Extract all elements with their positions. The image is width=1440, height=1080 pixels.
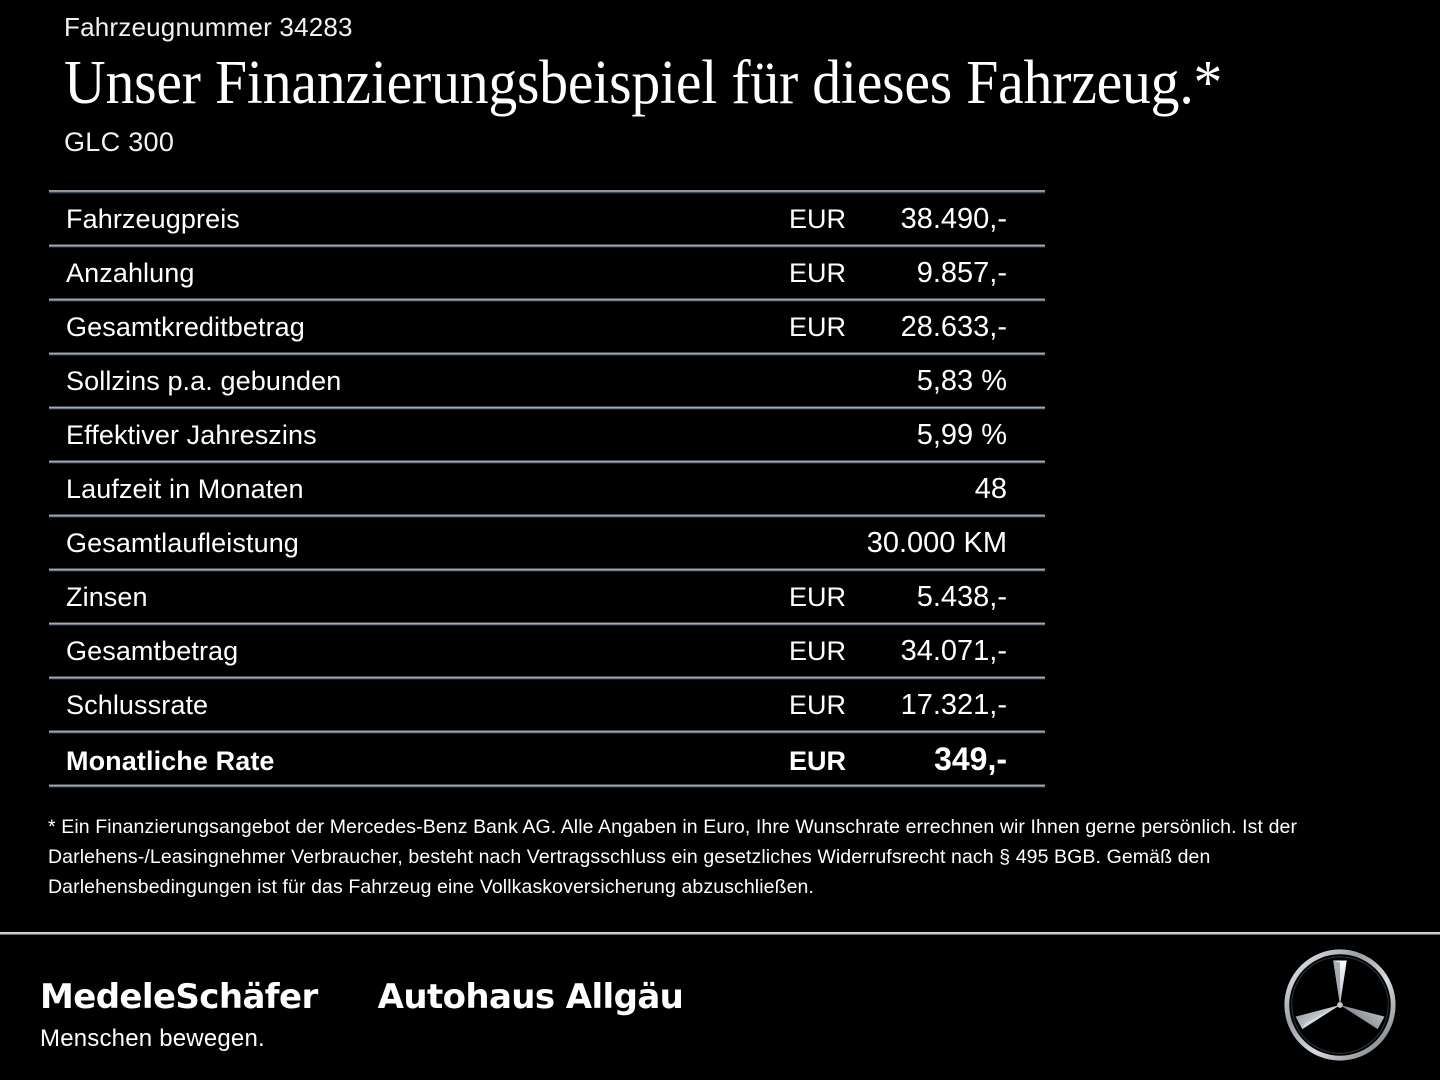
row-label: Laufzeit in Monaten <box>66 474 304 504</box>
table-row: Zinsen EUR 5.438,- <box>49 572 1045 622</box>
table-rule <box>49 622 1045 626</box>
mercedes-star-icon <box>1282 947 1398 1063</box>
row-value: 48 <box>974 473 1007 505</box>
table-row: Monatliche Rate EUR 349,- <box>49 734 1045 784</box>
row-currency: EUR <box>788 204 846 234</box>
table-rule <box>49 190 1045 194</box>
row-label: Effektiver Jahreszins <box>66 420 317 450</box>
row-value: 38.490,- <box>900 203 1007 235</box>
dealer-name-autohaus-allgaeu: Autohaus Allgäu <box>377 977 684 1017</box>
row-label: Gesamtbetrag <box>66 636 239 666</box>
dealer-tagline: Menschen bewegen. <box>40 1025 265 1052</box>
row-label: Gesamtlaufleistung <box>66 528 299 558</box>
row-label: Gesamtkreditbetrag <box>66 312 305 342</box>
row-value: 5.438,- <box>916 581 1007 613</box>
table-rule <box>49 298 1045 302</box>
table-rule <box>49 514 1045 518</box>
row-value: 30.000 KM <box>866 527 1007 559</box>
row-label: Anzahlung <box>66 258 195 288</box>
row-currency: EUR <box>788 582 846 612</box>
row-label: Fahrzeugpreis <box>66 204 240 234</box>
table-row: Effektiver Jahreszins 5,99 % <box>49 410 1045 460</box>
vehicle-number: Fahrzeugnummer 34283 <box>64 12 353 42</box>
table-rule <box>49 784 1045 788</box>
table-rule <box>49 568 1045 572</box>
dealer-names: MedeleSchäfer Autohaus Allgäu <box>40 977 740 1017</box>
table-row: Gesamtbetrag EUR 34.071,- <box>49 626 1045 676</box>
row-currency: EUR <box>788 312 846 342</box>
row-currency: EUR <box>788 636 846 666</box>
table-rule <box>49 460 1045 464</box>
row-currency: EUR <box>788 746 846 776</box>
row-label: Sollzins p.a. gebunden <box>66 366 342 396</box>
table-row: Gesamtlaufleistung 30.000 KM <box>49 518 1045 568</box>
row-label: Schlussrate <box>66 690 209 720</box>
footer: MedeleSchäfer Autohaus Allgäu Menschen b… <box>0 935 1440 1080</box>
table-rule <box>49 730 1045 734</box>
table-row: Gesamtkreditbetrag EUR 28.633,- <box>49 302 1045 352</box>
row-currency: EUR <box>788 690 846 720</box>
table-row: Schlussrate EUR 17.321,- <box>49 680 1045 730</box>
row-value: 9.857,- <box>916 257 1007 289</box>
row-value: 17.321,- <box>900 689 1007 721</box>
row-value: 28.633,- <box>900 311 1007 343</box>
row-currency: EUR <box>788 258 846 288</box>
table-row: Anzahlung EUR 9.857,- <box>49 248 1045 298</box>
dealer-name-medeleschaefer: MedeleSchäfer <box>40 977 318 1017</box>
row-label: Zinsen <box>66 582 148 612</box>
table-rule <box>49 676 1045 680</box>
page-title: Unser Finanzierungsbeispiel für dieses F… <box>64 49 1223 117</box>
table-rule <box>49 244 1045 248</box>
financing-table: Fahrzeugpreis EUR 38.490,- Anzahlung EUR 9.85… <box>49 190 1045 788</box>
table-row: Laufzeit in Monaten 48 <box>49 464 1045 514</box>
table-rule <box>49 406 1045 410</box>
row-value: 5,83 % <box>916 365 1007 397</box>
row-value: 349,- <box>934 741 1007 777</box>
table-row: Fahrzeugpreis EUR 38.490,- <box>49 194 1045 244</box>
dealer-logo: MedeleSchäfer Autohaus Allgäu Menschen b… <box>40 977 740 1055</box>
table-row: Sollzins p.a. gebunden 5,83 % <box>49 356 1045 406</box>
table-rule <box>49 352 1045 356</box>
footnote-text: * Ein Finanzierungsangebot der Mercedes-… <box>48 816 1298 898</box>
row-label: Monatliche Rate <box>66 746 275 776</box>
header: Fahrzeugnummer 34283 Unser Finanzierungs… <box>64 10 1394 160</box>
footer-divider <box>0 932 1440 935</box>
row-value: 5,99 % <box>916 419 1007 451</box>
vehicle-model: GLC 300 <box>64 127 175 157</box>
row-value: 34.071,- <box>900 635 1007 667</box>
